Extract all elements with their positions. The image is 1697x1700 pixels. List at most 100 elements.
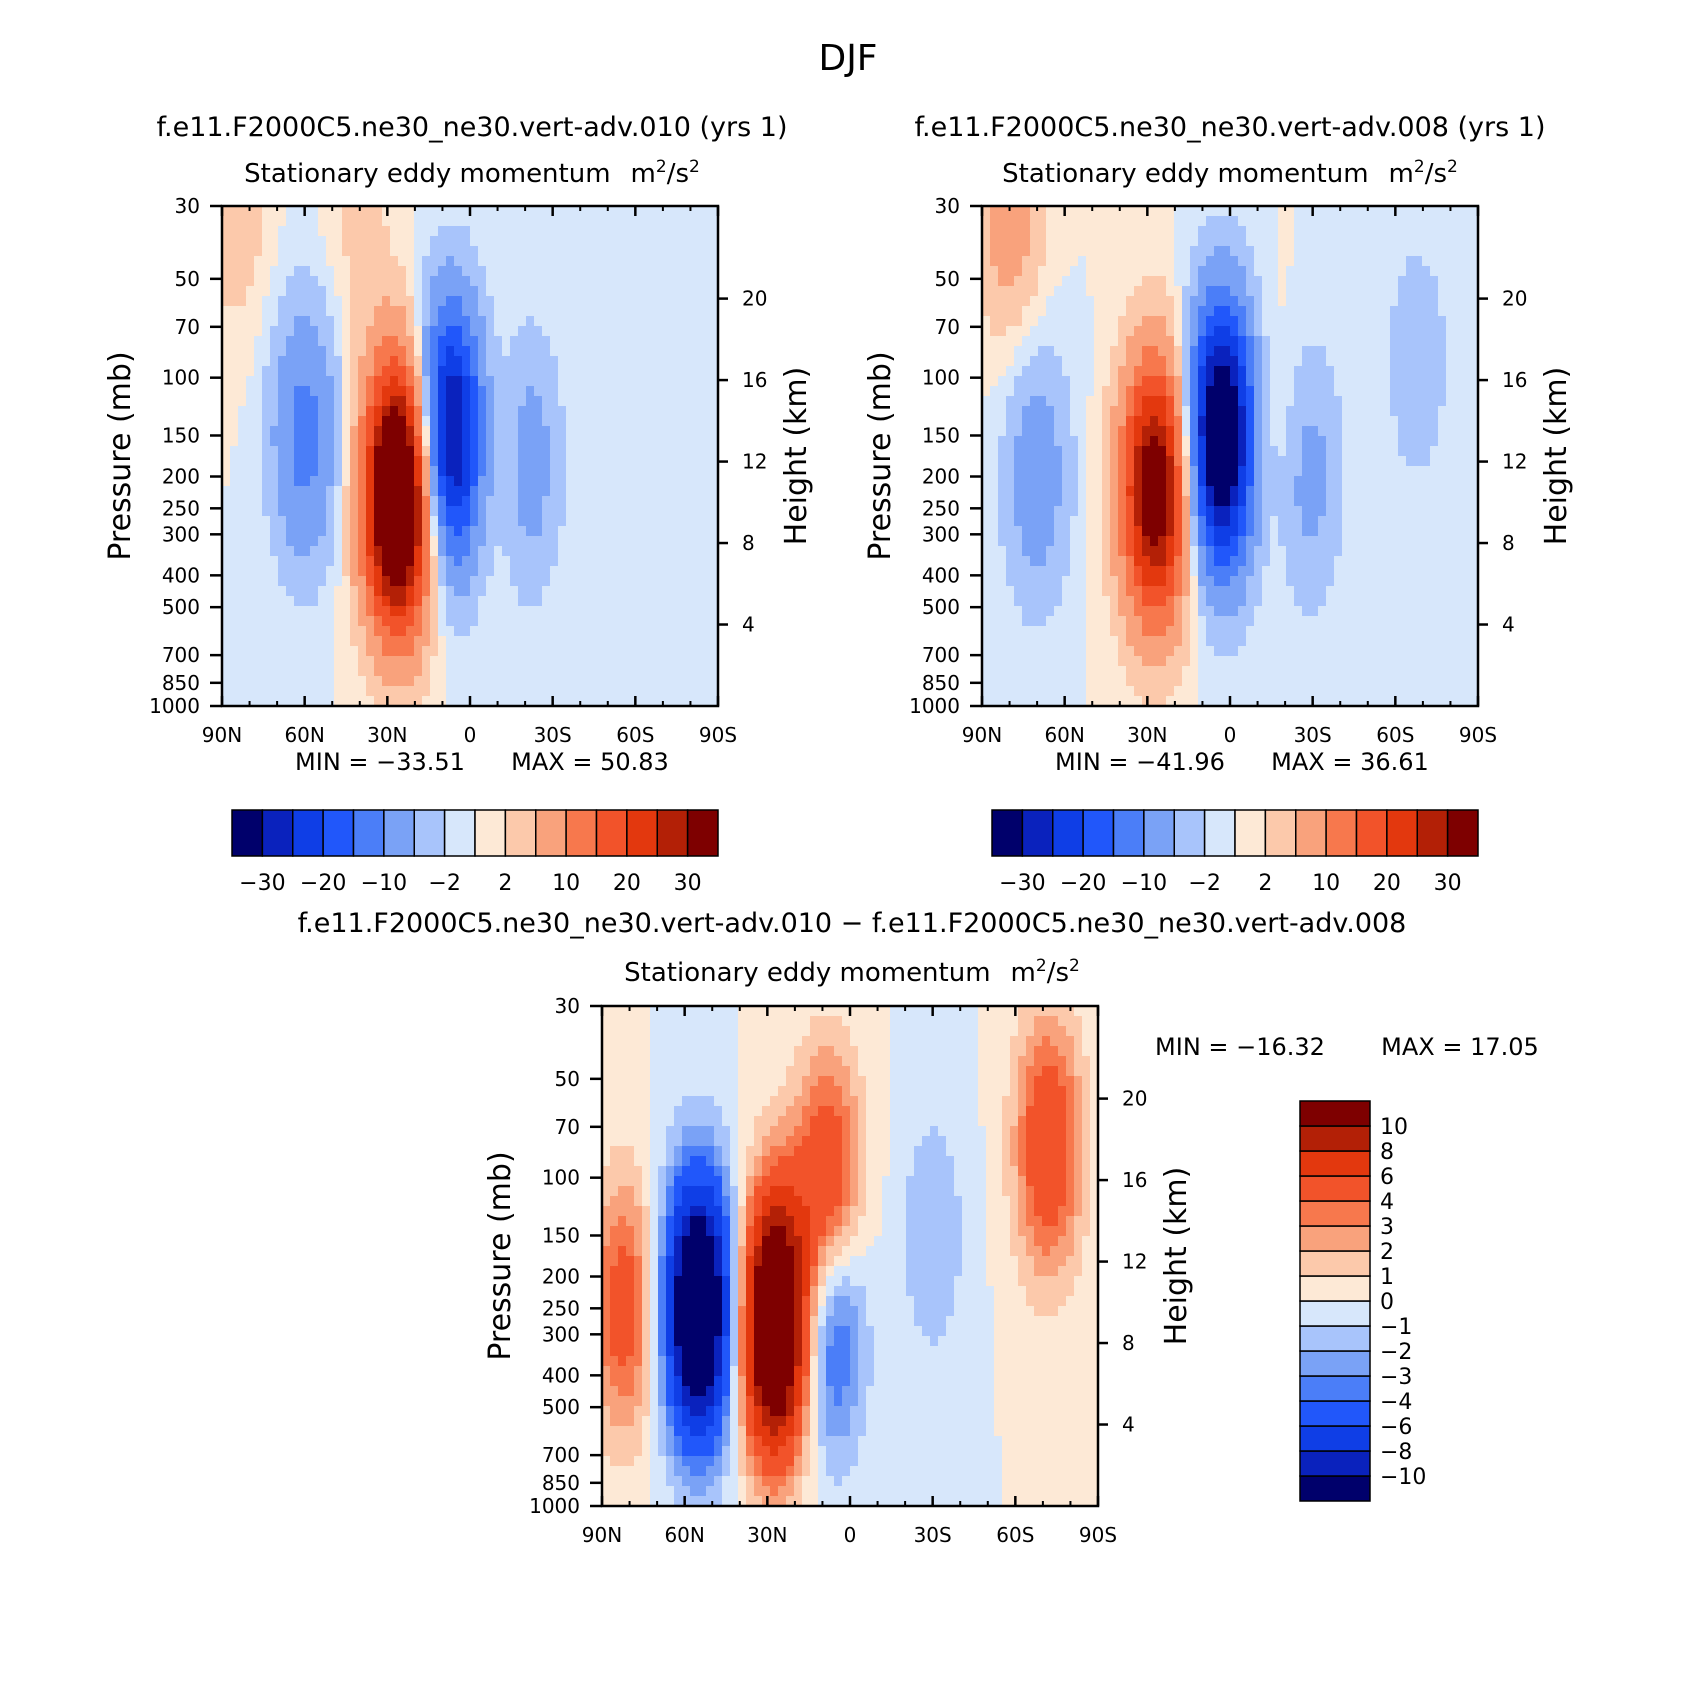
contour-cell	[1438, 216, 1447, 227]
contour-cell	[678, 476, 687, 487]
contour-cell	[1238, 286, 1247, 297]
contour-cell	[550, 606, 559, 617]
contour-cell	[486, 356, 495, 367]
contour-cell	[1342, 246, 1351, 257]
contour-cell	[710, 336, 718, 347]
contour-cell	[1078, 466, 1087, 477]
contour-cell	[342, 656, 351, 667]
contour-cell	[494, 266, 503, 277]
contour-cell	[382, 306, 391, 317]
contour-cell	[990, 206, 999, 217]
contour-cell	[342, 626, 351, 637]
contour-cell	[382, 446, 391, 457]
contour-cell	[382, 576, 391, 587]
contour-cell	[422, 656, 431, 667]
contour-cell	[246, 536, 255, 547]
contour-cell	[582, 646, 591, 657]
contour-cell	[1022, 386, 1031, 397]
contour-cell	[1254, 316, 1263, 327]
contour-cell	[518, 646, 527, 657]
contour-cell	[1006, 436, 1015, 447]
contour-cell	[1326, 276, 1335, 287]
contour-cell	[486, 666, 495, 677]
contour-cell	[230, 386, 239, 397]
contour-cell	[286, 406, 295, 417]
contour-cell	[1374, 256, 1383, 267]
contour-cell	[390, 606, 399, 617]
contour-cell	[454, 226, 463, 237]
contour-cell	[270, 336, 279, 347]
contour-cell	[1438, 236, 1447, 247]
contour-cell	[1134, 236, 1143, 247]
contour-cell	[1086, 216, 1095, 227]
contour-cell	[286, 256, 295, 267]
contour-cell	[614, 656, 623, 667]
contour-cell	[1390, 386, 1399, 397]
contour-cell	[1022, 236, 1031, 247]
contour-cell	[1094, 416, 1103, 427]
contour-cell	[422, 696, 431, 706]
contour-cell	[1350, 476, 1359, 487]
contour-cell	[1118, 436, 1127, 447]
contour-cell	[1462, 466, 1471, 477]
contour-cell	[1262, 326, 1271, 337]
contour-cell	[662, 386, 671, 397]
contour-cell	[302, 366, 311, 377]
contour-cell	[1046, 366, 1055, 377]
contour-cell	[702, 486, 711, 497]
contour-cell	[662, 686, 671, 697]
contour-cell	[662, 316, 671, 327]
contour-cell	[1158, 276, 1167, 287]
contour-cell	[670, 566, 679, 577]
contour-cell	[1150, 296, 1159, 307]
contour-cell	[1158, 466, 1167, 477]
contour-cell	[254, 396, 263, 407]
contour-cell	[566, 406, 575, 417]
contour-cell	[1286, 426, 1295, 437]
contour-cell	[406, 586, 415, 597]
contour-cell	[294, 676, 303, 687]
contour-cell	[566, 656, 575, 667]
contour-cell	[254, 436, 263, 447]
contour-cell	[342, 326, 351, 337]
contour-cell	[702, 476, 711, 487]
contour-cell	[1414, 356, 1423, 367]
contour-cell	[390, 226, 399, 237]
contour-cell	[582, 306, 591, 317]
contour-cell	[470, 646, 479, 657]
contour-cell	[550, 476, 559, 487]
contour-cell	[534, 316, 543, 327]
contour-cell	[1358, 416, 1367, 427]
contour-cell	[1214, 316, 1223, 327]
contour-cell	[982, 206, 991, 217]
contour-cell	[358, 616, 367, 627]
contour-cell	[606, 656, 615, 667]
contour-cell	[646, 476, 655, 487]
contour-cell	[606, 596, 615, 607]
contour-cell	[262, 416, 271, 427]
contour-cell	[414, 216, 423, 227]
contour-cell	[670, 206, 679, 217]
contour-cell	[590, 416, 599, 427]
contour-cell	[502, 566, 511, 577]
contour-cell	[710, 266, 718, 277]
contour-cell	[606, 406, 615, 417]
contour-cell	[406, 246, 415, 257]
contour-cell	[358, 276, 367, 287]
contour-cell	[686, 676, 695, 687]
contour-cell	[422, 206, 431, 217]
contour-cell	[494, 466, 503, 477]
contour-cell	[222, 356, 231, 367]
contour-cell	[302, 306, 311, 317]
contour-cell	[1342, 346, 1351, 357]
contour-cell	[382, 646, 391, 657]
contour-cell	[1342, 236, 1351, 247]
contour-cell	[454, 676, 463, 687]
contour-cell	[1470, 446, 1478, 457]
contour-cell	[614, 696, 623, 706]
contour-cell	[1198, 226, 1207, 237]
contour-cell	[246, 336, 255, 347]
contour-cell	[1334, 256, 1343, 267]
contour-cell	[678, 666, 687, 677]
contour-cell	[510, 606, 519, 617]
